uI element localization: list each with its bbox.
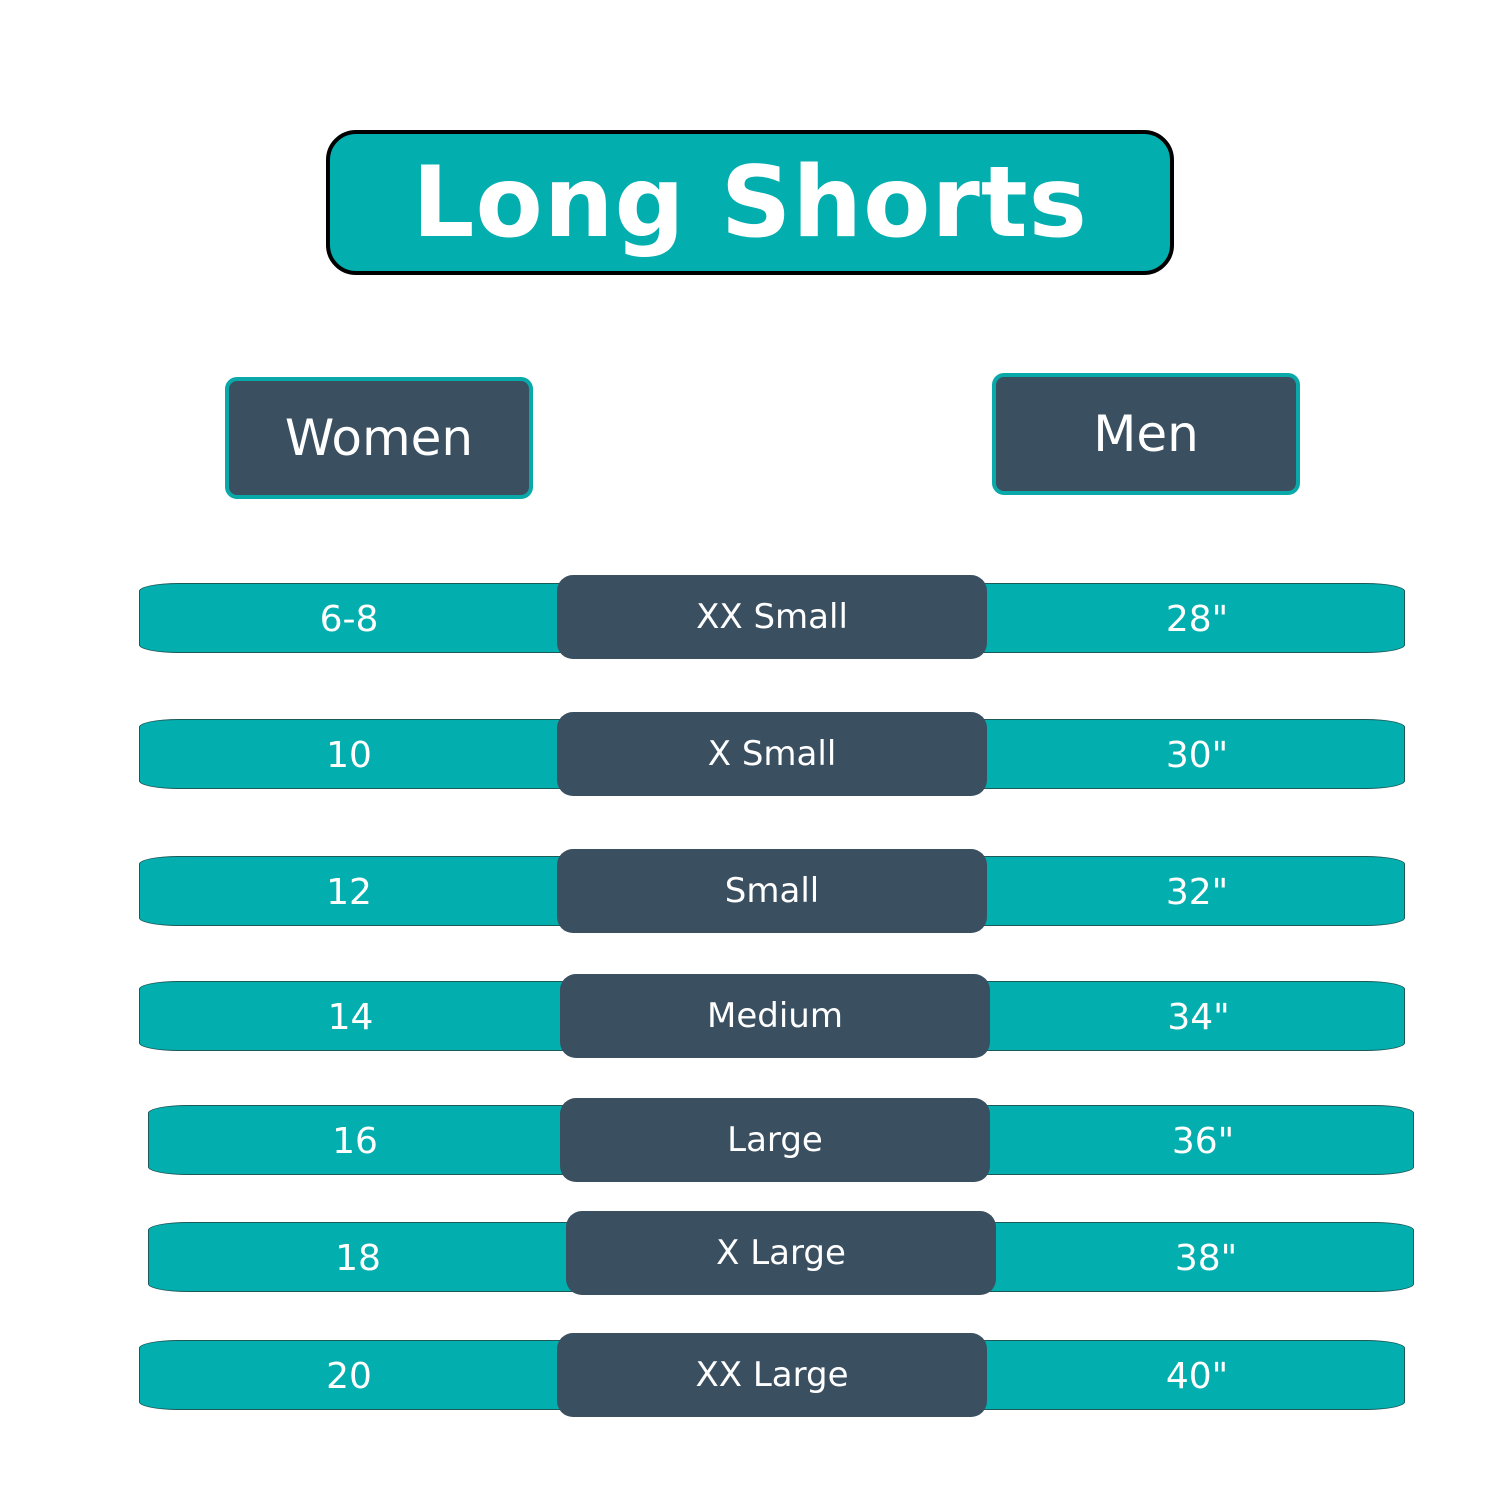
size-label: XX Large: [557, 1333, 987, 1417]
women-header: Women: [225, 377, 533, 499]
women-size: 10: [326, 734, 372, 776]
women-size: 14: [327, 996, 374, 1038]
men-size: 38": [1174, 1237, 1238, 1279]
women-size: 6-8: [319, 598, 379, 640]
size-label: X Large: [566, 1211, 996, 1295]
size-label: Small: [557, 849, 987, 933]
men-size: 32": [1165, 871, 1229, 913]
size-label: X Small: [557, 712, 987, 796]
page-title: Long Shorts: [326, 130, 1174, 275]
women-size: 12: [326, 871, 372, 913]
men-header: Men: [992, 373, 1300, 495]
size-label: XX Small: [557, 575, 987, 659]
women-size: 16: [332, 1120, 378, 1162]
men-size: 36": [1171, 1120, 1235, 1162]
size-label: Medium: [560, 974, 990, 1058]
men-size: 40": [1165, 1355, 1229, 1397]
men-size: 30": [1165, 734, 1229, 776]
women-size: 20: [326, 1355, 372, 1397]
men-size: 28": [1165, 598, 1229, 640]
women-size: 18: [335, 1237, 381, 1279]
men-size: 34": [1167, 996, 1230, 1038]
size-label: Large: [560, 1098, 990, 1182]
